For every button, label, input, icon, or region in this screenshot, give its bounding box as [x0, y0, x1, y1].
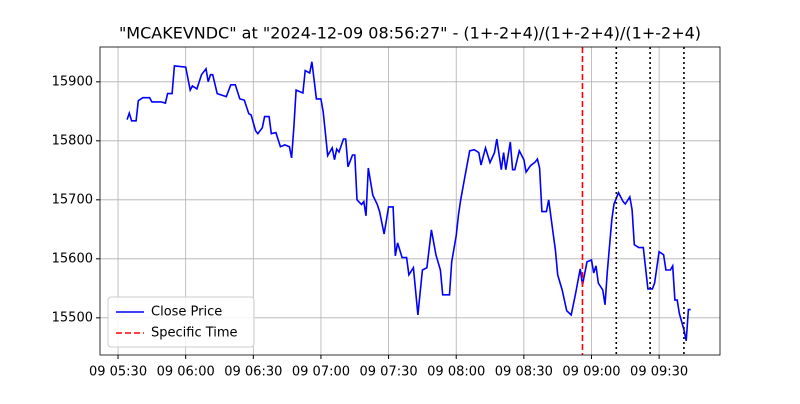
legend: Close Price Specific Time [107, 296, 255, 348]
y-tick-label: 15500 [52, 310, 93, 325]
y-tick-label: 15700 [52, 192, 93, 207]
x-tick-label: 09 06:30 [224, 365, 282, 380]
price-line [126, 61, 691, 341]
plot-frame [99, 46, 721, 356]
x-tick-label: 09 09:00 [562, 365, 620, 380]
y-tick-label: 15900 [52, 74, 93, 89]
legend-box [107, 296, 255, 348]
x-tick-label: 09 05:30 [89, 365, 147, 380]
legend-label: Close Price [151, 305, 222, 320]
x-tick-label: 09 07:30 [360, 365, 418, 380]
legend-label: Specific Time [151, 326, 238, 341]
x-tick-label: 09 08:00 [427, 365, 485, 380]
x-tick-label: 09 08:30 [495, 365, 553, 380]
y-tick-label: 15800 [52, 133, 93, 148]
x-tick-label: 09 06:00 [157, 365, 215, 380]
chart-title: "MCAKEVNDC" at "2024-12-09 08:56:27" - (… [119, 24, 701, 43]
x-tick-label: 09 09:30 [630, 365, 688, 380]
x-tick-label: 09 07:00 [292, 365, 350, 380]
y-tick-label: 15600 [52, 251, 93, 266]
